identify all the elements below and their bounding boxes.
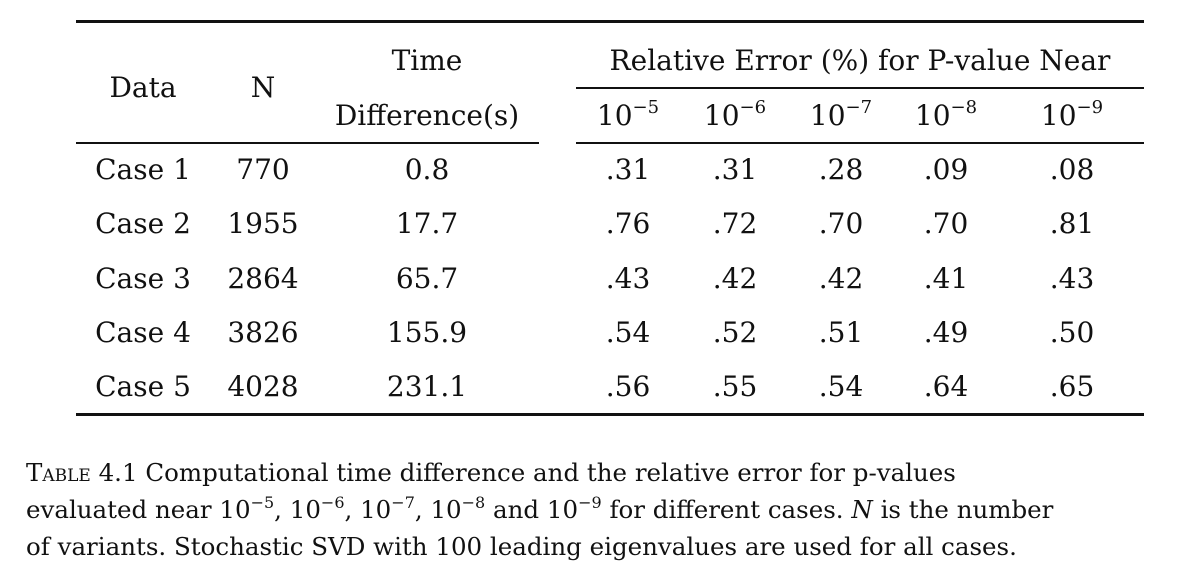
row-2-case: Case 2: [95, 207, 191, 240]
row-3-n: 2864: [227, 262, 299, 295]
header-bottom-rule-left: [76, 142, 539, 144]
row-4-error-1e-7: .51: [818, 316, 864, 349]
header-pvalue-1e-5: 10−5: [596, 97, 660, 132]
group-header-rule: [576, 87, 1144, 89]
header-pvalue-1e-7: 10−7: [809, 97, 873, 132]
row-2-error-1e-9: .81: [1049, 207, 1095, 240]
header-pvalue-1e-6: 10−6: [703, 97, 767, 132]
row-4-error-1e-8: .49: [923, 316, 969, 349]
row-5-error-1e-9: .65: [1049, 370, 1095, 403]
row-5-error-1e-8: .64: [923, 370, 969, 403]
header-pvalue-1e-9: 10−9: [1040, 97, 1104, 132]
row-4-n: 3826: [227, 316, 299, 349]
header-time-line2: Difference(s): [334, 99, 520, 132]
row-1-error-1e-8: .09: [923, 153, 969, 186]
caption-n-symbol: N: [851, 495, 873, 524]
header-n: N: [250, 71, 276, 104]
row-3-error-1e-6: .42: [712, 262, 758, 295]
row-5-error-1e-5: .56: [605, 370, 651, 403]
row-4-error-1e-6: .52: [712, 316, 758, 349]
caption-line-3: of variants. Stochastic SVD with 100 lea…: [26, 532, 1017, 561]
row-4-time: 155.9: [386, 316, 468, 349]
row-2-error-1e-6: .72: [712, 207, 758, 240]
caption-line-1: Table 4.1 Computational time difference …: [26, 454, 1176, 491]
header-pvalue-1e-8: 10−8: [914, 97, 978, 132]
header-data: Data: [109, 71, 177, 104]
row-3-case: Case 3: [95, 262, 191, 295]
row-2-error-1e-5: .76: [605, 207, 651, 240]
row-4-case: Case 4: [95, 316, 191, 349]
row-1-error-1e-5: .31: [605, 153, 651, 186]
row-1-error-1e-6: .31: [712, 153, 758, 186]
table-bottom-rule: [76, 413, 1144, 416]
row-4-error-1e-5: .54: [605, 316, 651, 349]
header-relative-error-group: Relative Error (%) for P-value Near: [609, 44, 1111, 77]
row-3-error-1e-5: .43: [605, 262, 651, 295]
row-4-error-1e-9: .50: [1049, 316, 1095, 349]
row-1-n: 770: [236, 153, 290, 186]
row-3-error-1e-7: .42: [818, 262, 864, 295]
row-1-error-1e-7: .28: [818, 153, 864, 186]
row-5-n: 4028: [227, 370, 299, 403]
caption-label: Table 4.1: [26, 458, 138, 487]
caption-text-a: Computational time difference and the re…: [137, 458, 956, 487]
table-top-rule: [76, 20, 1144, 23]
header-time-line1: Time: [391, 44, 463, 77]
caption-line-2: evaluated near 10−5, 10−6, 10−7, 10−8 an…: [26, 493, 1054, 525]
row-5-error-1e-7: .54: [818, 370, 864, 403]
row-2-time: 17.7: [395, 207, 459, 240]
row-2-error-1e-7: .70: [818, 207, 864, 240]
row-5-time: 231.1: [386, 370, 468, 403]
table-caption: Table 4.1 Computational time difference …: [26, 454, 1176, 565]
row-1-case: Case 1: [95, 153, 191, 186]
row-3-error-1e-8: .41: [923, 262, 969, 295]
row-5-error-1e-6: .55: [712, 370, 758, 403]
row-1-time: 0.8: [404, 153, 450, 186]
header-bottom-rule-right: [576, 142, 1144, 144]
row-5-case: Case 5: [95, 370, 191, 403]
row-1-error-1e-9: .08: [1049, 153, 1095, 186]
row-3-time: 65.7: [395, 262, 459, 295]
row-2-error-1e-8: .70: [923, 207, 969, 240]
row-3-error-1e-9: .43: [1049, 262, 1095, 295]
row-2-n: 1955: [227, 207, 299, 240]
